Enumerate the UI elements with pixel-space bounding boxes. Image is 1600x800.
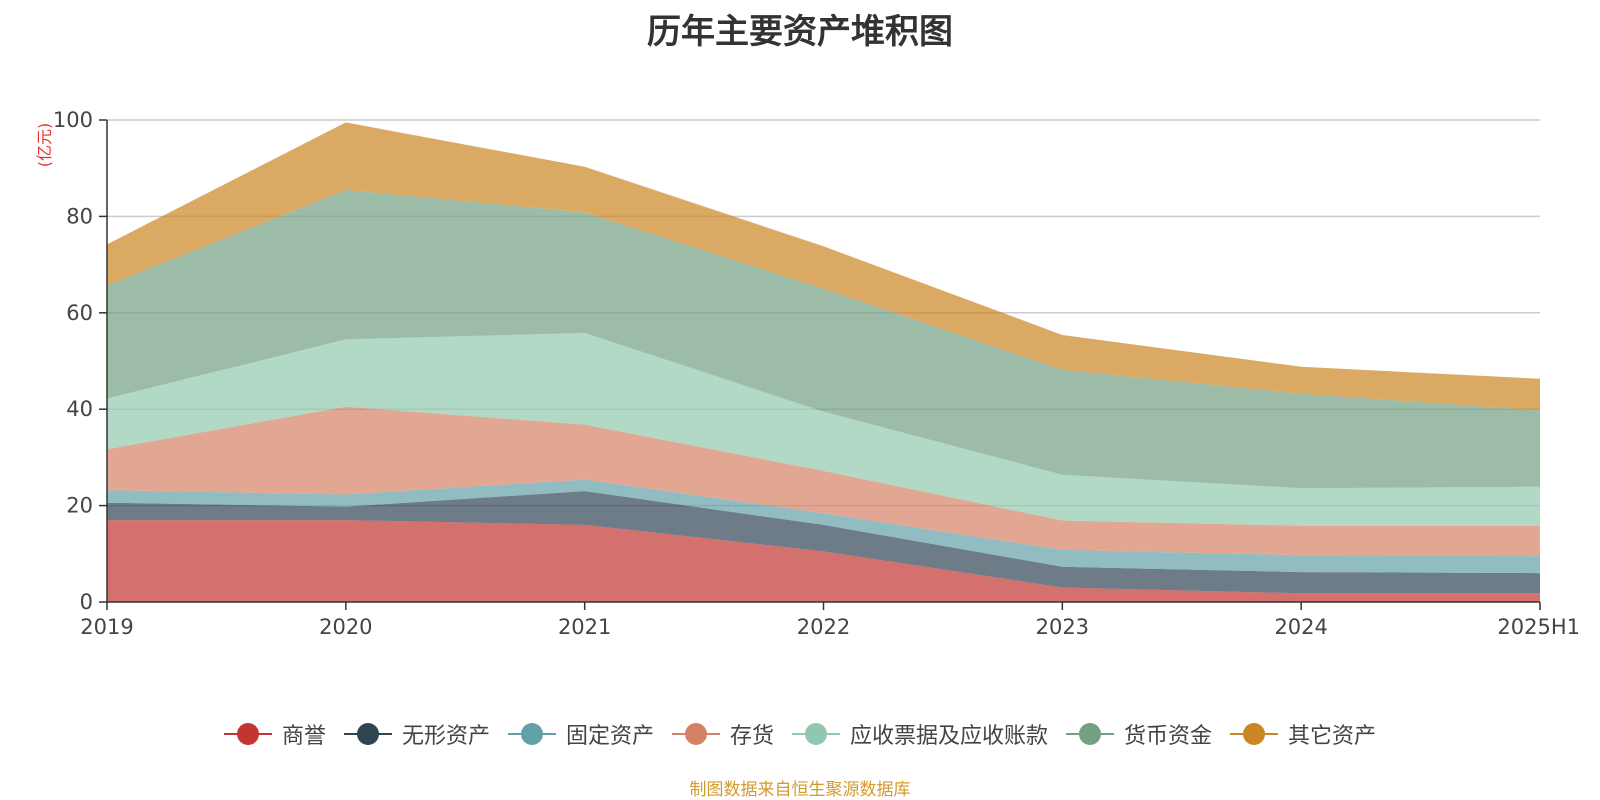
- y-tick-label-60: 60: [66, 301, 93, 325]
- legend-label: 应收票据及应收账款: [850, 724, 1049, 749]
- legend-label: 存货: [729, 724, 774, 749]
- x-tick-label-5: 2024: [1274, 615, 1327, 639]
- legend-item-3[interactable]: 存货: [671, 718, 774, 750]
- legend-marker-icon: [671, 722, 720, 746]
- legend-marker-icon: [507, 722, 556, 746]
- x-tick-label-3: 2022: [797, 615, 850, 639]
- area-series-5: [107, 189, 1540, 489]
- x-tick-label-0: 2019: [80, 615, 133, 639]
- legend-dot: [805, 723, 827, 745]
- legend-marker-icon: [223, 722, 272, 746]
- area-series-0: [107, 520, 1540, 602]
- legend-marker-icon: [1066, 722, 1115, 746]
- y-tick-label-0: 0: [80, 590, 93, 614]
- legend-marker-icon: [1230, 722, 1279, 746]
- y-tick-label-20: 20: [66, 494, 93, 518]
- area-series-2: [107, 479, 1540, 574]
- y-tick-label-100: 100: [53, 108, 93, 132]
- legend-item-6[interactable]: 其它资产: [1230, 718, 1376, 750]
- y-tick-label-40: 40: [66, 397, 93, 421]
- legend-dot: [520, 723, 543, 745]
- area-series-4: [107, 333, 1540, 526]
- source-note: 制图数据来自恒生聚源数据库: [689, 780, 911, 800]
- legend-marker-icon: [792, 722, 840, 746]
- legend-item-5[interactable]: 货币资金: [1066, 718, 1212, 750]
- legend-label: 货币资金: [1124, 724, 1213, 749]
- legend-label: 固定资产: [565, 724, 654, 749]
- legend-dot: [356, 723, 379, 745]
- legend-dot: [236, 723, 259, 745]
- legend-label: 无形资产: [401, 724, 490, 749]
- area-series-3: [107, 406, 1540, 557]
- area-layer: [107, 122, 1540, 602]
- x-tick-label-2: 2021: [558, 615, 611, 639]
- axis-layer: 0 20 40 60 80 100 2019 2020 2021 2022 2023 2024 2025…: [53, 108, 1580, 639]
- chart-title: 历年主要资产堆积图: [647, 12, 953, 52]
- x-tick-label-4: 2023: [1036, 615, 1089, 639]
- x-tick-label-1: 2020: [319, 615, 372, 639]
- y-axis-unit-label: (亿元): [35, 123, 54, 168]
- legend-item-2[interactable]: 固定资产: [507, 718, 654, 750]
- y-tick-label-80: 80: [66, 204, 93, 228]
- legend-dot: [1079, 723, 1102, 745]
- legend-label: 商誉: [281, 724, 326, 749]
- legend-item-1[interactable]: 无形资产: [343, 718, 490, 750]
- area-series-6: [107, 122, 1540, 411]
- legend: 商誉 无形资产 固定资产 存货 应收票据及应收账款 货币资金 其它资产: [0, 718, 1600, 750]
- x-tick-label-6: 2025H1: [1497, 615, 1580, 639]
- area-series-1: [107, 491, 1540, 594]
- legend-label: 其它资产: [1288, 724, 1377, 749]
- legend-item-4[interactable]: 应收票据及应收账款: [792, 718, 1048, 750]
- legend-dot: [684, 723, 707, 745]
- legend-item-0[interactable]: 商誉: [223, 718, 326, 750]
- legend-marker-icon: [343, 722, 392, 746]
- legend-dot: [1243, 723, 1266, 745]
